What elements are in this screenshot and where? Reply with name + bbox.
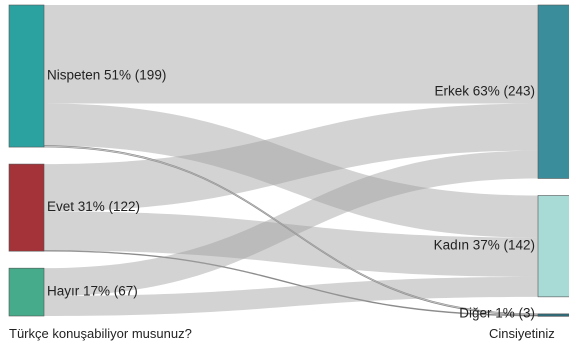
node-evet[interactable] (8, 163, 45, 252)
node-hayir[interactable] (8, 267, 45, 317)
link-nispeten-kadin[interactable] (44, 103, 538, 238)
node-label-erkek: Erkek 63% (243) (434, 83, 535, 98)
link-hayir-kadin[interactable] (44, 276, 538, 316)
node-nispeten[interactable] (8, 4, 45, 148)
node-label-nispeten: Nispeten 51% (199) (47, 68, 166, 83)
node-label-evet: Evet 31% (122) (47, 199, 140, 214)
node-label-kadin: Kadın 37% (142) (434, 238, 535, 253)
link-evet-erkek[interactable] (44, 103, 538, 212)
left-axis-label: Türkçe konuşabiliyor musunuz? (9, 326, 192, 341)
labels-layer: Nispeten 51% (199) Evet 31% (122) Hayır 17… (47, 68, 535, 321)
node-erkek[interactable] (537, 4, 569, 179)
node-diger[interactable] (537, 313, 569, 317)
link-hayir-erkek[interactable] (44, 150, 538, 297)
node-kadin[interactable] (537, 195, 569, 298)
links-layer (43, 5, 539, 317)
link-nispeten-erkek[interactable] (44, 5, 538, 104)
node-label-hayir: Hayır 17% (67) (47, 284, 138, 299)
nodes-layer (8, 4, 569, 317)
link-evet-kadin[interactable] (44, 211, 538, 277)
node-label-diger: Diğer 1% (3) (459, 306, 535, 321)
right-axis-label: Cinsiyetiniz (489, 326, 555, 341)
